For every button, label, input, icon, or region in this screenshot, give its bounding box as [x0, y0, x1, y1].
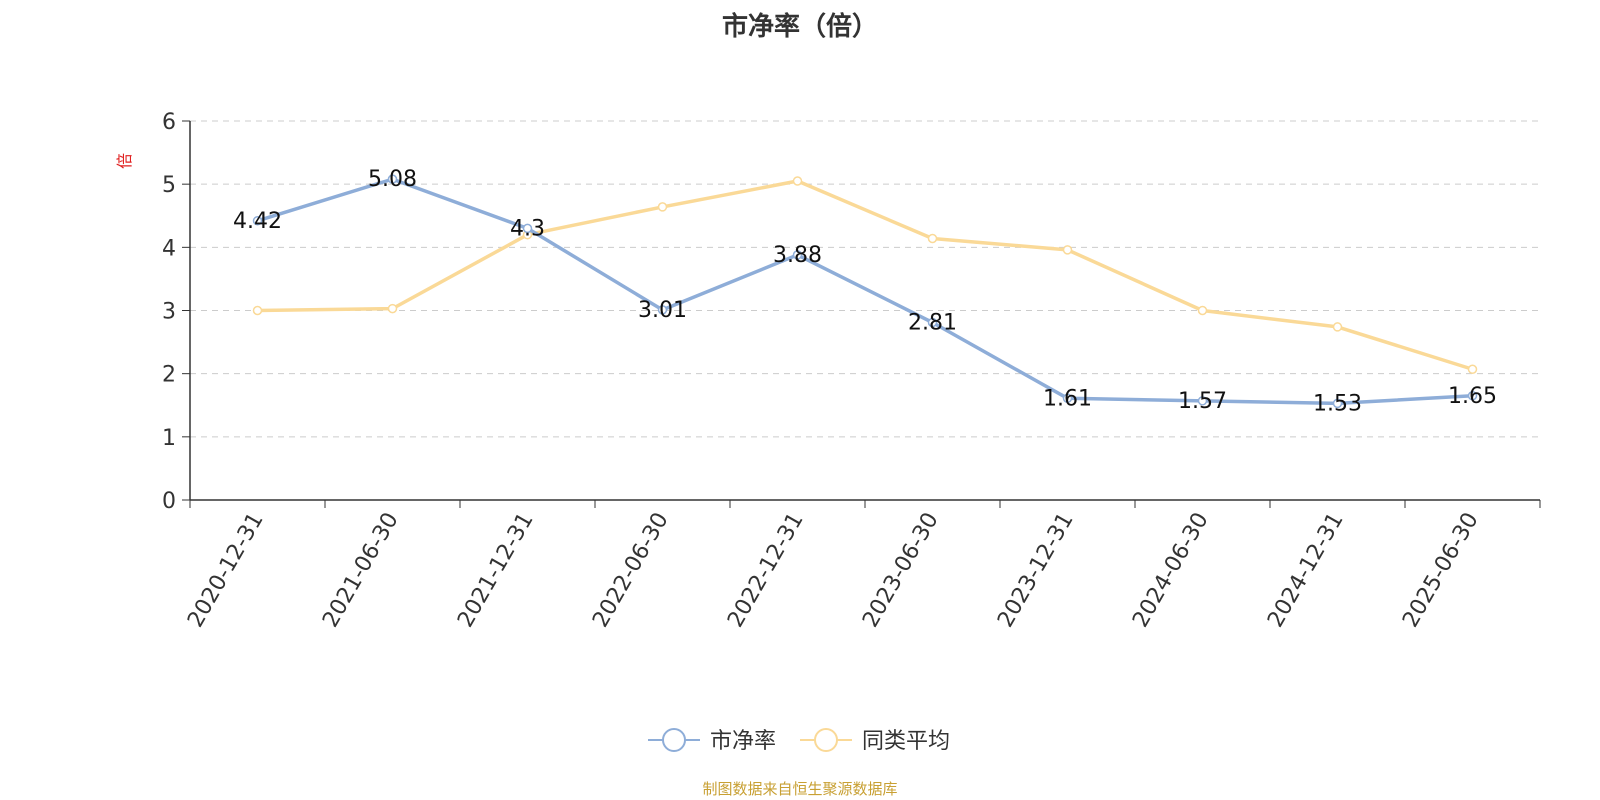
data-point: [927, 233, 938, 244]
x-tick-label: 2020-12-31: [183, 509, 269, 632]
x-tick-label: 2022-12-31: [723, 509, 809, 632]
source-note: 制图数据来自恒生聚源数据库: [702, 780, 898, 798]
data-label: 1.65: [1448, 384, 1497, 409]
data-label: 4.42: [233, 209, 282, 234]
data-point: [792, 176, 803, 186]
data-label: 2.81: [908, 311, 957, 336]
data-point: [252, 305, 263, 316]
y-tick-label: 3: [162, 300, 176, 325]
x-tick-label: 2024-06-30: [1128, 509, 1214, 632]
data-point: [1332, 322, 1343, 332]
data-label: 4.3: [510, 216, 545, 241]
series-line-2: [257, 179, 1474, 371]
y-tick-label: 0: [162, 489, 176, 514]
data-point: [927, 317, 938, 328]
data-point: [657, 305, 668, 315]
x-tick-label: 2021-12-31: [453, 509, 539, 632]
data-point: [387, 303, 398, 314]
data-label: 1.61: [1043, 386, 1092, 411]
x-tick-label: 2024-12-31: [1263, 509, 1349, 632]
data-point: [252, 216, 263, 226]
data-point: [1467, 364, 1478, 374]
y-tick-label: 5: [162, 173, 176, 198]
data-point: [792, 250, 803, 260]
x-tick-label: 2025-06-30: [1398, 509, 1484, 632]
data-point: [522, 223, 533, 234]
x-tick-label: 2023-06-30: [858, 509, 944, 632]
data-label: 3.01: [638, 298, 687, 323]
x-tick-label: 2021-06-30: [318, 509, 404, 632]
series-line-1: [256, 177, 1473, 406]
y-tick-label: 6: [162, 110, 176, 135]
legend-label: 同类平均: [862, 729, 950, 754]
y-tick-label: 1: [162, 426, 176, 451]
data-label: 1.57: [1178, 389, 1227, 414]
x-tick-label: 2022-06-30: [588, 509, 674, 632]
data-point: [387, 174, 398, 184]
legend-marker: [662, 728, 686, 752]
data-label: 1.53: [1313, 391, 1362, 416]
data-point: [1197, 305, 1208, 316]
x-tick-label: 2023-12-31: [993, 509, 1079, 632]
y-axis-label: 倍: [115, 153, 134, 169]
chart-title: 市净率（倍）: [721, 12, 878, 42]
y-tick-label: 4: [162, 236, 176, 261]
data-point: [1062, 245, 1073, 255]
data-label: 5.08: [368, 167, 417, 192]
y-tick-label: 2: [162, 363, 176, 388]
data-label: 3.88: [773, 243, 822, 268]
legend-label: 市净率: [710, 729, 776, 754]
data-point: [1062, 393, 1073, 404]
data-point: [1197, 396, 1208, 406]
data-point: [657, 202, 668, 212]
data-point: [1332, 398, 1343, 409]
data-point: [1467, 391, 1478, 401]
legend-marker: [814, 728, 838, 752]
